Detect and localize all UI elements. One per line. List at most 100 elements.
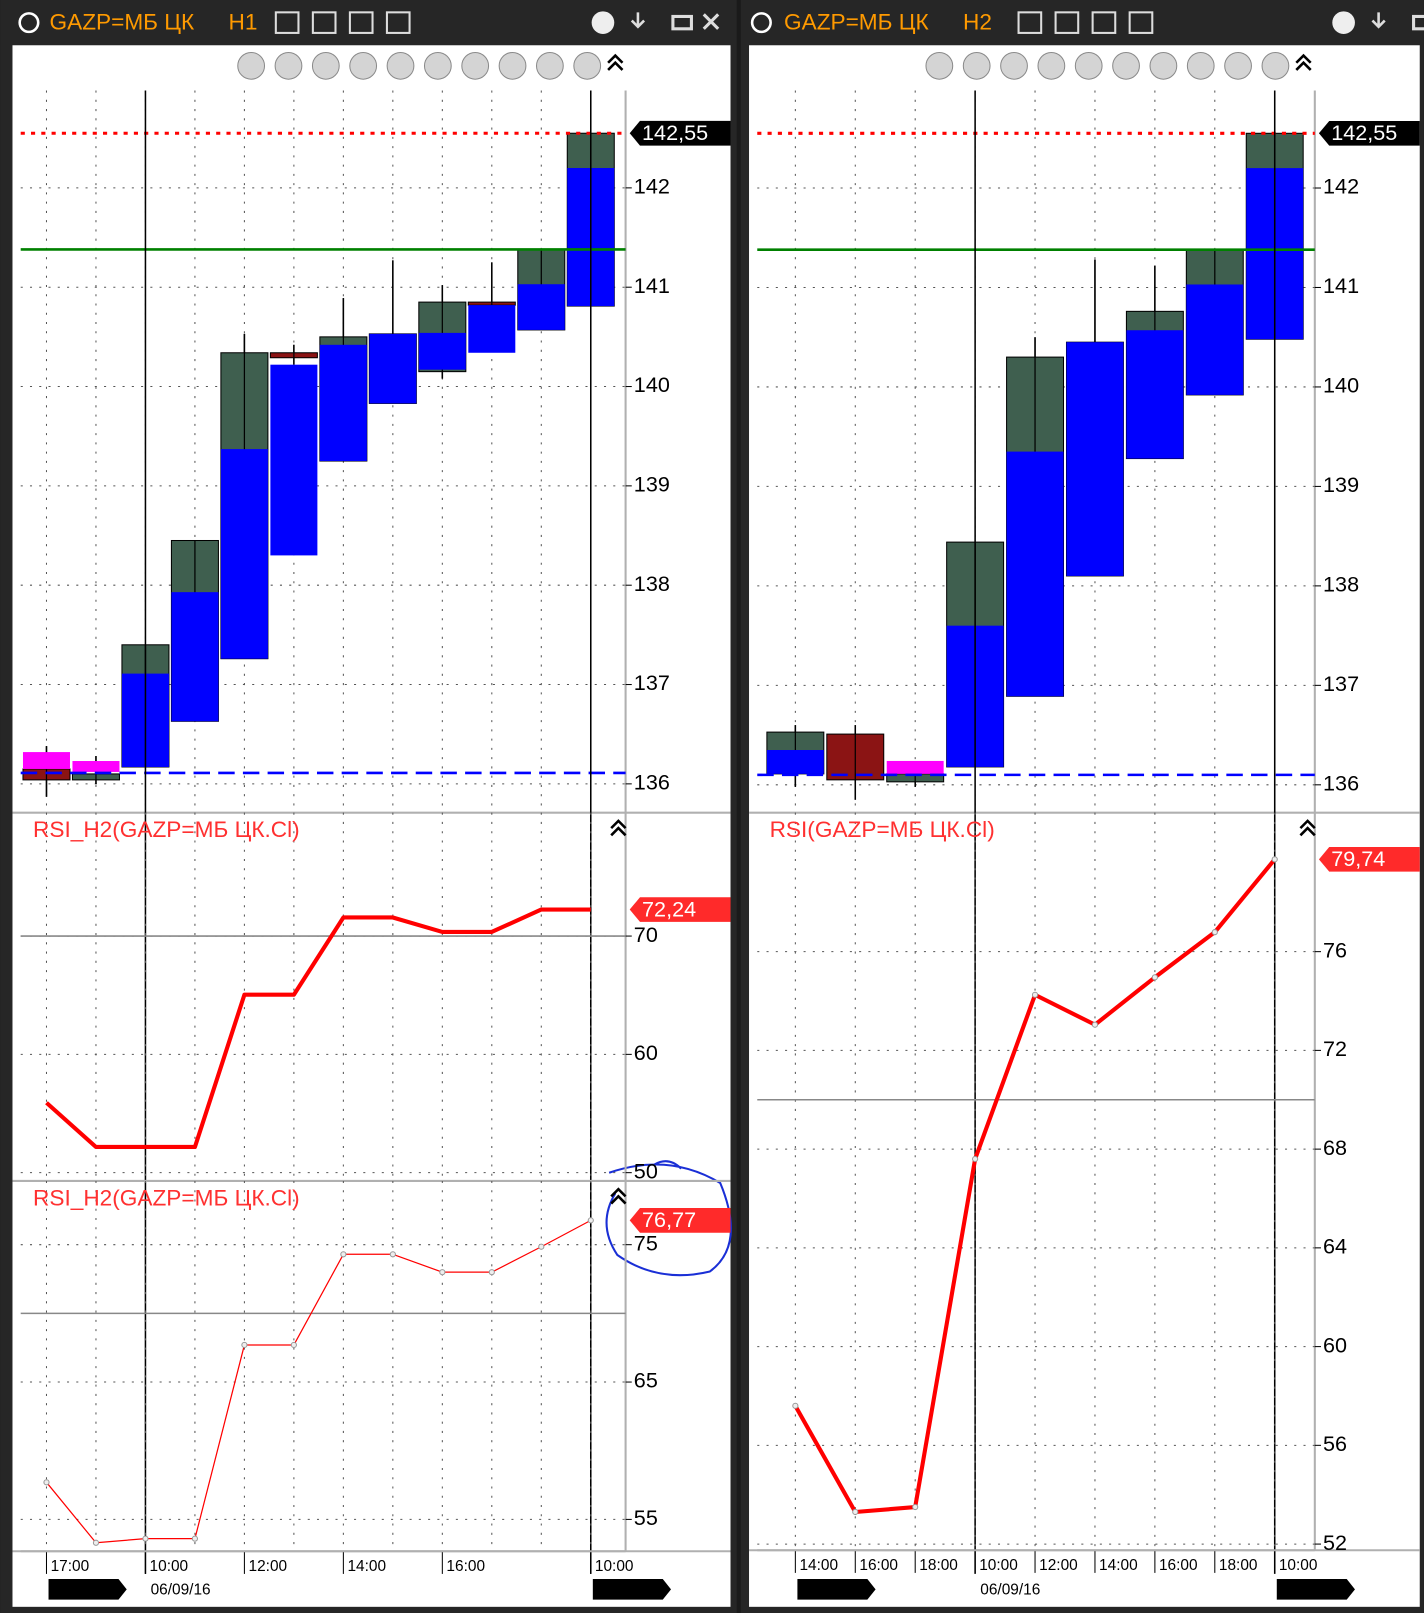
y-tick-label: 52 — [1323, 1530, 1347, 1555]
y-tick-label: 68 — [1323, 1135, 1347, 1160]
toolbar-icon[interactable] — [274, 11, 300, 34]
nav-button[interactable] — [274, 51, 303, 80]
toolbar-icon[interactable] — [348, 11, 374, 34]
toolbar-icon[interactable] — [311, 11, 337, 34]
window-icon[interactable] — [750, 12, 772, 34]
collapse-button[interactable] — [610, 1187, 627, 1205]
x-tick-label: 17:00 — [51, 1558, 90, 1575]
price-marker-label: 142,55 — [642, 120, 708, 145]
collapse-button[interactable] — [1295, 53, 1312, 71]
timeframe[interactable]: H2 — [963, 10, 992, 35]
toolbar-icon[interactable] — [1054, 11, 1080, 34]
x-tick-label: 10:00 — [150, 1558, 189, 1575]
nav-button[interactable] — [1000, 51, 1028, 80]
toolbar-icon[interactable] — [1128, 11, 1154, 34]
rsi-line — [46, 1219, 592, 1544]
nav-button[interactable] — [1261, 51, 1290, 80]
y-tick-label: 55 — [634, 1505, 658, 1530]
collapse-button[interactable] — [607, 53, 624, 71]
y-tick-label: 140 — [634, 372, 670, 397]
x-tick-label: 16:00 — [1159, 1557, 1198, 1574]
nav-button[interactable] — [423, 51, 452, 80]
close-button[interactable] — [702, 13, 720, 30]
minimize-button[interactable] — [1412, 14, 1424, 31]
nav-button[interactable] — [1074, 51, 1103, 80]
price-marker-label: 142,55 — [1331, 120, 1397, 145]
rsi-line — [45, 907, 591, 1150]
price-marker — [1318, 120, 1420, 146]
nav-button[interactable] — [498, 51, 527, 80]
rsi-point — [92, 1539, 100, 1546]
candle-body — [22, 752, 70, 769]
hand-annotation — [605, 1160, 732, 1277]
candle-body — [766, 750, 824, 774]
x-tick-label: 16:00 — [446, 1558, 485, 1575]
y-tick-label: 137 — [634, 670, 670, 695]
rsi-point — [142, 1535, 149, 1542]
candle-body — [1006, 451, 1064, 697]
nav-button[interactable] — [311, 51, 340, 80]
rsi-point — [972, 1155, 979, 1163]
nav-button[interactable] — [962, 51, 991, 80]
date-label: 05/09/16 — [52, 1581, 112, 1598]
x-tick-label: 10:00 — [595, 1558, 634, 1575]
rsi-point — [587, 1217, 594, 1224]
y-tick-label: 139 — [634, 472, 670, 497]
x-tick-label: 18:00 — [919, 1557, 958, 1574]
candle-body — [171, 592, 219, 722]
nav-button[interactable] — [1224, 51, 1252, 80]
nav-button[interactable] — [573, 51, 602, 80]
nav-button[interactable] — [349, 51, 378, 80]
date-label: 06/09/16 — [980, 1581, 1040, 1598]
x-tick-label: 12:00 — [1039, 1557, 1078, 1574]
currency-button[interactable] — [1332, 11, 1355, 34]
nav-button[interactable] — [1037, 51, 1066, 80]
down-button[interactable] — [630, 12, 646, 29]
x-tick-label: 10:00 — [979, 1557, 1018, 1574]
minimize-button[interactable] — [671, 14, 693, 31]
nav-button[interactable] — [925, 51, 954, 80]
toolbar-icon[interactable] — [1017, 11, 1043, 34]
rsi-point — [290, 1341, 297, 1349]
value-marker-label: 79,74 — [1331, 846, 1385, 871]
y-tick-label: 70 — [634, 922, 658, 947]
rsi-point — [488, 1269, 495, 1276]
indicator-title: RSI_H2(GAZP=МБ ЦК.Cl) — [33, 817, 300, 842]
candle-body — [886, 760, 944, 774]
nav-button[interactable] — [386, 51, 415, 80]
y-tick-label: 56 — [1323, 1431, 1347, 1456]
rsi-point — [1031, 991, 1039, 998]
window-title: GAZP=МБ ЦК — [784, 10, 930, 35]
nav-button[interactable] — [237, 51, 266, 80]
x-tick-label: 14:00 — [799, 1557, 838, 1574]
window-title: GAZP=МБ ЦК — [50, 10, 196, 35]
nav-button[interactable] — [1112, 51, 1140, 80]
currency-button[interactable] — [591, 11, 615, 34]
y-tick-label: 139 — [1323, 472, 1359, 497]
nav-button[interactable] — [1186, 51, 1215, 80]
candle-body — [1186, 284, 1244, 395]
window-icon[interactable] — [18, 12, 40, 34]
candle-body — [1066, 342, 1124, 576]
candle-body — [418, 332, 466, 370]
nav-button[interactable] — [535, 51, 564, 80]
candle-body — [72, 761, 120, 772]
value-marker — [1318, 846, 1420, 872]
date-box — [1276, 1579, 1355, 1600]
collapse-button[interactable] — [610, 819, 627, 837]
y-tick-label: 138 — [634, 571, 670, 596]
collapse-button[interactable] — [1299, 819, 1316, 837]
timeframe[interactable]: H1 — [229, 10, 258, 35]
candle-body — [468, 305, 516, 353]
date-label: 05/09/16 — [800, 1581, 860, 1598]
x-tick-label: 10:00 — [1279, 1557, 1318, 1574]
indicator-title: RSI(GAZP=МБ ЦК.Cl) — [770, 817, 995, 842]
toolbar-icon[interactable] — [385, 11, 411, 34]
rsi-point — [1211, 929, 1218, 936]
down-button[interactable] — [1371, 12, 1386, 29]
date-label: 07/09/16 — [1280, 1581, 1340, 1598]
toolbar-icon[interactable] — [1091, 11, 1117, 34]
nav-button[interactable] — [1149, 51, 1178, 80]
nav-button[interactable] — [461, 51, 490, 80]
